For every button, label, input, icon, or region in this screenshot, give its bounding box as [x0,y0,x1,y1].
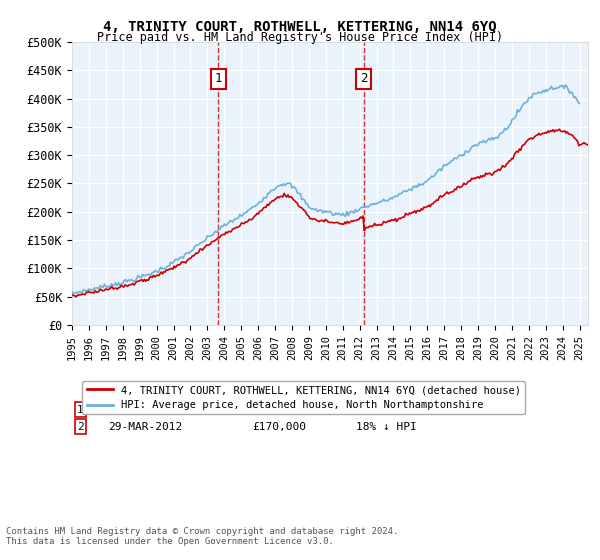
Text: 2: 2 [77,422,84,432]
Text: 4, TRINITY COURT, ROTHWELL, KETTERING, NN14 6YQ: 4, TRINITY COURT, ROTHWELL, KETTERING, N… [103,20,497,34]
Text: 29-MAR-2012: 29-MAR-2012 [108,422,182,432]
Text: 1: 1 [215,72,222,85]
Text: £153,500: £153,500 [253,405,307,414]
Legend: 4, TRINITY COURT, ROTHWELL, KETTERING, NN14 6YQ (detached house), HPI: Average p: 4, TRINITY COURT, ROTHWELL, KETTERING, N… [82,381,525,414]
Text: 2: 2 [360,72,368,85]
Text: Price paid vs. HM Land Registry's House Price Index (HPI): Price paid vs. HM Land Registry's House … [97,31,503,44]
Text: Contains HM Land Registry data © Crown copyright and database right 2024.
This d: Contains HM Land Registry data © Crown c… [6,526,398,546]
Text: 14% ↓ HPI: 14% ↓ HPI [356,405,416,414]
Text: £170,000: £170,000 [253,422,307,432]
Text: 26-AUG-2003: 26-AUG-2003 [108,405,182,414]
Text: 1: 1 [77,405,84,414]
Text: 18% ↓ HPI: 18% ↓ HPI [356,422,416,432]
